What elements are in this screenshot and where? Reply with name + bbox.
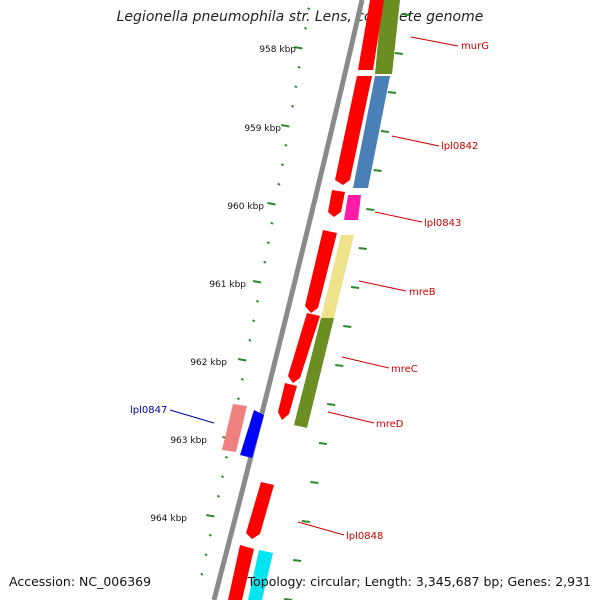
cds-lpl0847-blue[interactable]: [240, 410, 264, 458]
tick-label-963: 963 kbp: [170, 436, 207, 446]
label-leaders: [169, 36, 459, 536]
gene-mreB[interactable]: [305, 230, 337, 313]
outer-tick: [358, 247, 367, 250]
cds-track: [222, 0, 400, 600]
cds-murG[interactable]: [375, 0, 400, 74]
scale-tick: [284, 143, 288, 147]
outer-tick: [380, 130, 389, 133]
backbone-line: [211, 0, 365, 600]
gene-label-lpl0842[interactable]: lpl0842: [441, 141, 478, 152]
gene-label-mreB[interactable]: mreB: [409, 287, 436, 298]
outer-tick: [350, 286, 360, 289]
scale-tick: [204, 553, 208, 557]
gene-label-mreC[interactable]: mreC: [391, 364, 418, 375]
gene-mreC[interactable]: [288, 313, 320, 383]
cds-lpl0842[interactable]: [353, 76, 390, 188]
scale-tick: [200, 572, 204, 576]
cds-lpl0843[interactable]: [344, 195, 361, 220]
scale-tick: [248, 338, 252, 342]
cds-mreB[interactable]: [321, 235, 354, 318]
scale-tick: [294, 46, 303, 50]
cds-lpl0847-light[interactable]: [222, 404, 247, 452]
scale-tick: [236, 397, 240, 401]
scale-tick: [266, 241, 270, 245]
outer-tick: [343, 325, 352, 328]
gene-label-lpl0843[interactable]: lpl0843: [424, 218, 461, 229]
gene-labels: murG lpl0842 lpl0843 mreB mreC mreD lpl0…: [130, 41, 489, 542]
outer-tick: [310, 481, 319, 484]
scale-tick: [307, 7, 311, 11]
tick-label-962: 962 kbp: [190, 358, 227, 368]
scale-tick: [280, 163, 285, 167]
scale-tick: [263, 260, 267, 264]
accession-text: Accession: NC_006369: [9, 574, 152, 589]
gene-lpl0843[interactable]: [328, 190, 345, 217]
scale-tick: [240, 377, 244, 381]
scale-tick: [208, 533, 212, 537]
outer-tick: [394, 52, 403, 55]
tick-label-958: 958 kbp: [259, 45, 296, 55]
scale-tick-labels: 958 kbp 959 kbp 960 kbp 961 kbp 962 kbp …: [150, 45, 296, 524]
outer-tick: [318, 442, 328, 445]
genome-summary: Topology: circular; Length: 3,345,687 bp…: [247, 574, 591, 589]
scale-tick: [237, 358, 247, 362]
leader-lpl0847: [169, 409, 215, 424]
leader-mreC: [341, 356, 390, 369]
gene-mreD[interactable]: [278, 383, 297, 420]
scale-tick: [252, 319, 256, 323]
outer-tick: [292, 559, 302, 562]
scale-tick: [281, 124, 290, 128]
leader-mreD: [327, 411, 375, 424]
scale-tick: [267, 202, 276, 206]
leader-lpl0843: [374, 211, 423, 223]
cds-mreC[interactable]: [294, 318, 334, 428]
cds-bottom-cyan[interactable]: [248, 550, 273, 600]
gene-murG[interactable]: [358, 0, 384, 70]
tick-label-960: 960 kbp: [227, 202, 264, 212]
scale-tick: [252, 280, 262, 284]
gene-track: [228, 0, 384, 600]
outer-ticks: [284, 13, 410, 600]
outer-tick: [373, 169, 382, 172]
gene-bottom[interactable]: [228, 545, 254, 600]
scale-tick: [224, 455, 229, 459]
scale-tick: [220, 475, 225, 479]
tick-label-959: 959 kbp: [244, 124, 281, 134]
scale-tick: [290, 104, 295, 108]
scale-tick: [255, 299, 260, 303]
leader-mreB: [358, 280, 407, 292]
leader-lpl0842: [391, 135, 440, 147]
gene-label-lpl0847[interactable]: lpl0847: [130, 405, 167, 416]
gene-label-mreD[interactable]: mreD: [376, 419, 404, 430]
outer-tick: [387, 91, 397, 94]
gene-label-murG[interactable]: murG: [461, 41, 489, 52]
scale-tick: [277, 182, 281, 186]
outer-tick: [366, 208, 375, 211]
leader-lpl0848: [297, 521, 345, 536]
scale-tick: [216, 494, 221, 498]
scale-tick: [303, 26, 308, 30]
outer-tick: [327, 403, 336, 406]
gene-label-lpl0848[interactable]: lpl0848: [346, 531, 383, 542]
gene-lpl0848[interactable]: [246, 482, 274, 539]
scale-tick: [297, 65, 301, 69]
outer-tick: [301, 520, 310, 523]
tick-label-964: 964 kbp: [150, 514, 187, 524]
scale-tick: [270, 221, 274, 225]
scale-tick: [206, 514, 215, 518]
tick-label-961: 961 kbp: [209, 280, 246, 290]
scale-tick: [294, 85, 298, 89]
outer-tick: [401, 13, 410, 16]
gene-lpl0842[interactable]: [335, 76, 372, 185]
leader-murG: [410, 36, 459, 47]
outer-tick: [335, 364, 344, 367]
